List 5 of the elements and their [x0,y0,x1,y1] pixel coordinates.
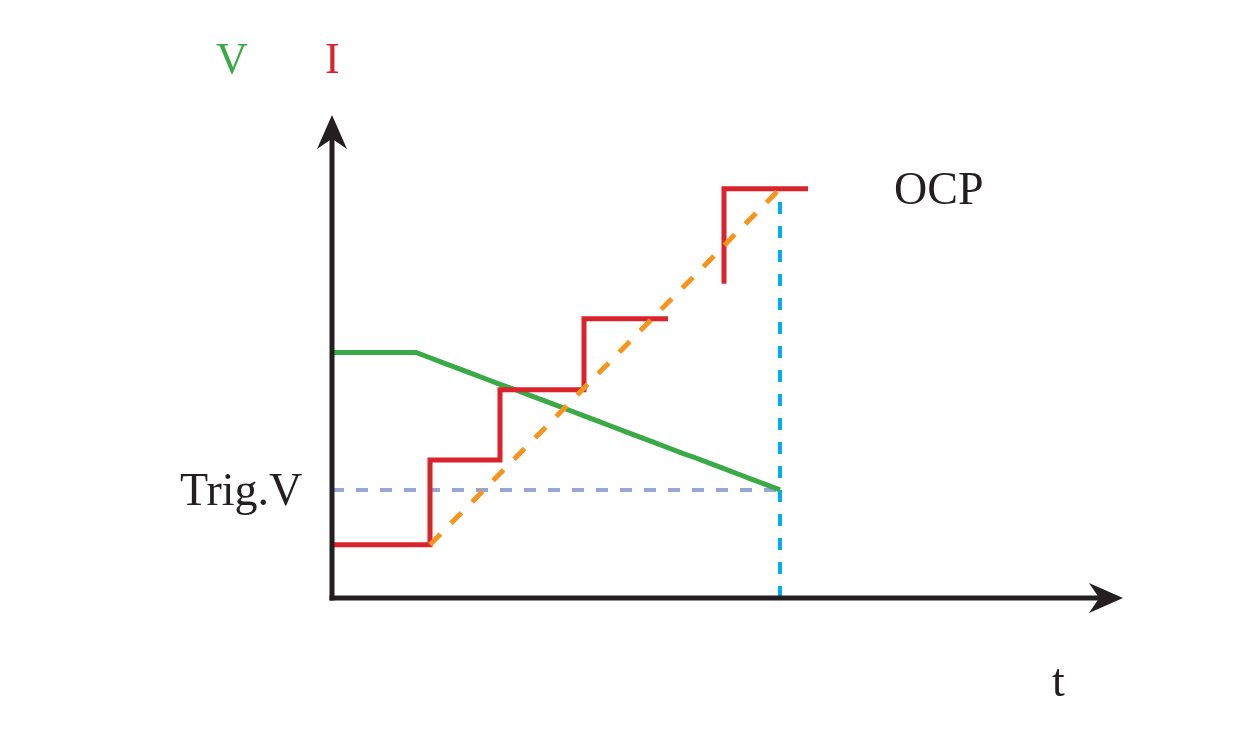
annotation: OCP [894,163,984,214]
x-axis-title: t [1052,655,1065,706]
text: I [325,34,340,83]
text: V [216,34,248,83]
ref-line-label: Trig.V [180,464,303,515]
